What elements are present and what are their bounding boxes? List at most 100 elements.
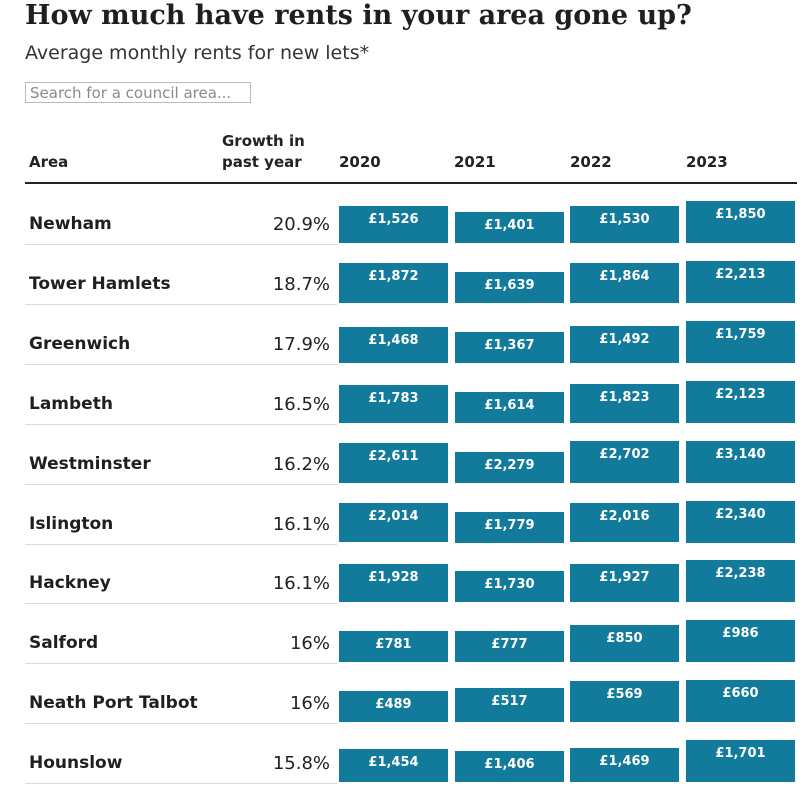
rent-bar-2022: £1,530 bbox=[570, 206, 679, 243]
rent-bar-2023: £3,140 bbox=[686, 440, 795, 483]
rent-bar-2022: £1,864 bbox=[570, 263, 679, 303]
rent-bar-2023: £1,850 bbox=[686, 201, 795, 243]
growth-value: 20.9% bbox=[272, 214, 330, 235]
area-name: Hounslow bbox=[29, 753, 123, 774]
rent-bar-label: £2,014 bbox=[368, 509, 419, 525]
area-name: Westminster bbox=[29, 453, 151, 474]
rent-bar-2023: £2,213 bbox=[686, 260, 795, 303]
rent-bar-label: £1,639 bbox=[484, 277, 535, 293]
row-divider bbox=[25, 663, 337, 665]
rent-bar-2021: £2,279 bbox=[455, 451, 564, 483]
rent-bar-2021: £517 bbox=[455, 687, 564, 723]
column-header-2021: 2021 bbox=[454, 153, 496, 171]
row-divider bbox=[25, 783, 337, 785]
rent-bar-2021: £777 bbox=[455, 631, 564, 663]
row-divider bbox=[25, 543, 337, 545]
rent-bar-2020: £1,872 bbox=[339, 263, 448, 303]
rent-bar-label: £986 bbox=[722, 626, 759, 642]
column-header-growth-line1: Growth in bbox=[222, 132, 305, 150]
area-name: Tower Hamlets bbox=[29, 273, 171, 294]
chart-title: How much have rents in your area gone up… bbox=[25, 0, 692, 31]
rent-bar-label: £1,401 bbox=[484, 218, 535, 233]
column-header-area: Area bbox=[29, 153, 69, 171]
rent-bar-2023: £660 bbox=[686, 680, 795, 723]
growth-value: 16% bbox=[289, 693, 330, 715]
rent-bar-label: £660 bbox=[722, 686, 759, 702]
rent-bar-label: £1,872 bbox=[368, 269, 419, 285]
row-divider bbox=[25, 483, 337, 485]
rent-bar-label: £1,927 bbox=[599, 570, 650, 586]
rent-bar-label: £1,779 bbox=[484, 517, 535, 533]
rent-bar-label: £2,123 bbox=[715, 386, 766, 402]
rent-bar-label: £1,367 bbox=[484, 337, 535, 353]
rent-bar-label: £1,468 bbox=[368, 333, 419, 349]
rent-bar-2020: £1,783 bbox=[339, 385, 448, 423]
rent-bar-label: £2,016 bbox=[599, 509, 650, 525]
rent-bar-2020: £2,611 bbox=[339, 442, 448, 483]
rent-bar-label: £2,238 bbox=[715, 566, 766, 582]
row-divider bbox=[25, 363, 337, 365]
rent-bar-label: £781 bbox=[375, 636, 412, 652]
rent-bar-2023: £1,759 bbox=[686, 320, 795, 363]
rent-bar-label: £1,526 bbox=[368, 212, 419, 228]
growth-value: 15.8% bbox=[272, 753, 330, 775]
row-divider bbox=[25, 723, 337, 725]
rent-bar-2020: £489 bbox=[339, 691, 448, 723]
area-name: Salford bbox=[29, 633, 99, 654]
rent-bar-label: £2,702 bbox=[599, 446, 650, 462]
row-divider bbox=[25, 603, 337, 605]
row-divider bbox=[25, 244, 337, 245]
rent-bar-label: £850 bbox=[606, 631, 643, 647]
area-name: Newham bbox=[29, 214, 112, 234]
rent-bar-label: £1,783 bbox=[368, 391, 419, 407]
rent-bar-label: £1,701 bbox=[715, 746, 766, 762]
rent-bar-2021: £1,779 bbox=[455, 511, 564, 543]
rent-bar-2023: £2,238 bbox=[686, 560, 795, 603]
rent-bar-2023: £2,123 bbox=[686, 380, 795, 423]
rent-bar-2023: £986 bbox=[686, 620, 795, 663]
area-name: Islington bbox=[29, 513, 114, 534]
rent-bar-label: £1,730 bbox=[484, 577, 535, 593]
area-name: Hackney bbox=[29, 573, 111, 594]
area-name: Neath Port Talbot bbox=[29, 693, 198, 714]
rent-bar-2021: £1,614 bbox=[455, 391, 564, 423]
rent-bar-2022: £2,702 bbox=[570, 440, 679, 483]
growth-value: 16.5% bbox=[272, 393, 330, 415]
council-area-search-input[interactable] bbox=[25, 82, 251, 103]
column-header-2023: 2023 bbox=[686, 153, 728, 171]
growth-value: 16.1% bbox=[272, 513, 330, 535]
rent-bar-label: £1,469 bbox=[599, 754, 650, 770]
rent-bar-2022: £1,469 bbox=[570, 748, 679, 783]
growth-value: 16.1% bbox=[272, 573, 330, 595]
rent-bar-2021: £1,406 bbox=[455, 751, 564, 783]
rent-bar-label: £489 bbox=[375, 697, 412, 713]
rent-bar-2022: £1,823 bbox=[570, 383, 679, 423]
rent-bar-label: £1,928 bbox=[368, 570, 419, 586]
row-divider bbox=[25, 303, 337, 305]
rent-bar-2021: £1,401 bbox=[455, 212, 564, 243]
rent-bar-label: £1,864 bbox=[599, 269, 650, 285]
rent-bar-2022: £1,927 bbox=[570, 564, 679, 603]
rent-bar-2021: £1,639 bbox=[455, 271, 564, 303]
rent-bar-2020: £1,468 bbox=[339, 327, 448, 363]
rent-bar-2022: £850 bbox=[570, 625, 679, 663]
rent-bar-2020: £781 bbox=[339, 630, 448, 663]
growth-value: 16.2% bbox=[272, 453, 330, 475]
rent-bar-2020: £1,928 bbox=[339, 564, 448, 603]
rent-bar-2020: £1,526 bbox=[339, 206, 448, 243]
column-header-growth-line2: past year bbox=[222, 153, 302, 171]
growth-value: 18.7% bbox=[272, 273, 330, 295]
column-header-2020: 2020 bbox=[339, 153, 381, 171]
rent-bar-label: £2,279 bbox=[484, 457, 535, 473]
rent-bar-2022: £1,492 bbox=[570, 326, 679, 363]
rent-bar-2022: £569 bbox=[570, 681, 679, 723]
rent-bar-label: £1,530 bbox=[599, 212, 650, 228]
rent-bar-label: £2,611 bbox=[368, 448, 419, 464]
rent-bar-label: £1,850 bbox=[715, 207, 766, 222]
growth-value: 16% bbox=[289, 633, 330, 655]
rent-bar-label: £1,406 bbox=[484, 757, 535, 773]
rent-bar-2021: £1,730 bbox=[455, 571, 564, 603]
rent-bar-2020: £2,014 bbox=[339, 503, 448, 543]
rent-bar-2020: £1,454 bbox=[339, 748, 448, 783]
rent-bar-label: £777 bbox=[491, 637, 528, 653]
